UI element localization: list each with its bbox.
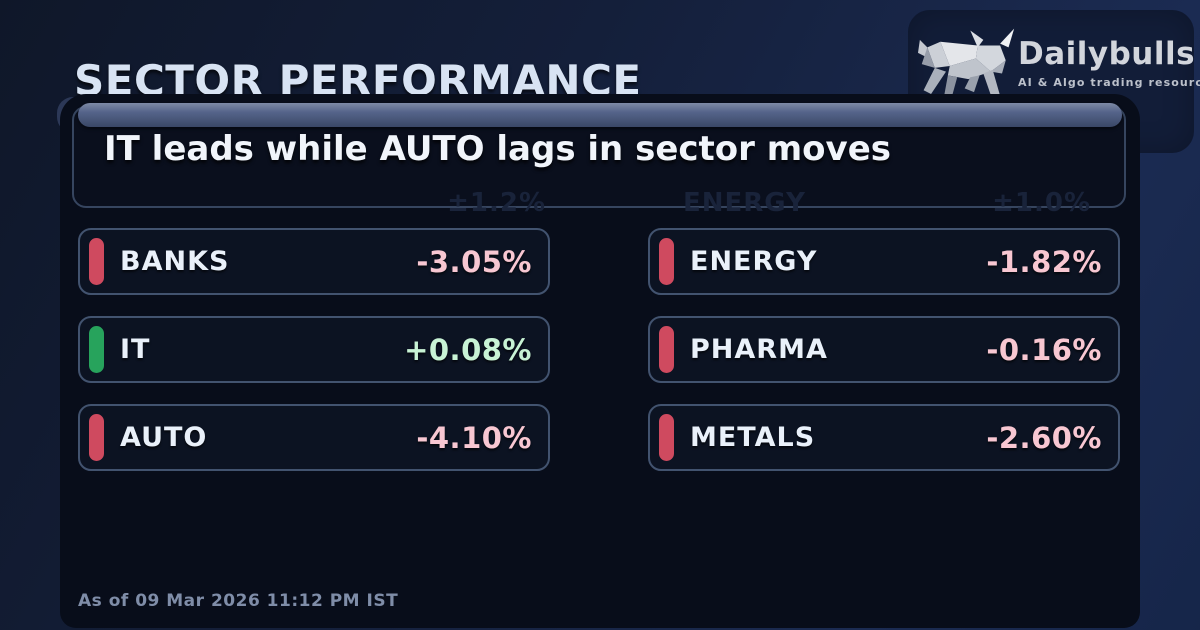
sector-value: -4.10%: [416, 420, 532, 455]
sector-value: -0.16%: [986, 332, 1102, 367]
headline-text: IT leads while AUTO lags in sector moves: [104, 129, 891, 169]
sector-value: -2.60%: [986, 420, 1102, 455]
trend-pill: [659, 238, 674, 285]
sector-tile-banks: BANKS -3.05%: [78, 228, 550, 295]
sector-value: +0.08%: [404, 332, 532, 367]
trend-pill: [89, 238, 104, 285]
sector-tile-metals: METALS -2.60%: [648, 404, 1120, 471]
brand-panel: Dailybulls AI & Algo trading resources: [908, 10, 1200, 153]
brand-tagline: AI & Algo trading resources: [1018, 76, 1200, 89]
sector-value: -1.82%: [986, 244, 1102, 279]
brand-name: Dailybulls: [1018, 36, 1196, 72]
sector-label: PHARMA: [690, 334, 828, 365]
sector-tile-energy: ENERGY -1.82%: [648, 228, 1120, 295]
sector-label: ENERGY: [690, 246, 818, 277]
bull-icon: [918, 20, 1030, 112]
trend-pill: [89, 414, 104, 461]
trend-pill: [659, 326, 674, 373]
trend-pill: [659, 414, 674, 461]
sector-tiles: BANKS -3.05% ENERGY -1.82% IT +0.08% PHA…: [78, 228, 1120, 471]
sector-tile-auto: AUTO -4.10%: [78, 404, 550, 471]
sector-tile-pharma: PHARMA -0.16%: [648, 316, 1120, 383]
ghost-fragment: ±1.2%: [447, 188, 546, 218]
trend-pill: [89, 326, 104, 373]
sector-tile-it: IT +0.08%: [78, 316, 550, 383]
brand-text: Dailybulls AI & Algo trading resources: [1018, 36, 1200, 89]
ghost-fragment: ENERGY: [683, 188, 806, 218]
sector-label: BANKS: [120, 246, 230, 277]
card-handle-bar: [78, 103, 1122, 127]
timestamp-note: As of 09 Mar 2026 11:12 PM IST: [78, 591, 399, 611]
sector-label: AUTO: [120, 422, 208, 453]
sector-value: -3.05%: [416, 244, 532, 279]
ghost-row: ±1.2% ENERGY ±1.0%: [60, 188, 1140, 218]
sector-label: IT: [120, 334, 151, 365]
ghost-fragment: ±1.0%: [992, 188, 1091, 218]
sector-label: METALS: [690, 422, 816, 453]
performance-card: IT leads while AUTO lags in sector moves…: [60, 94, 1140, 628]
